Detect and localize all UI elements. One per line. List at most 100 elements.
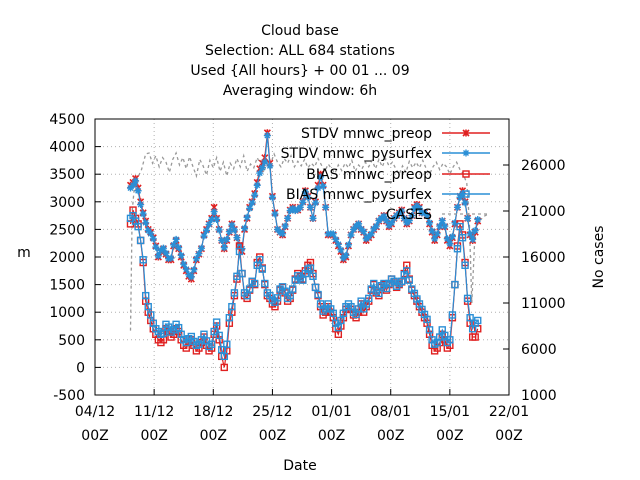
data-point bbox=[218, 236, 226, 244]
y2-tick-label: 16000 bbox=[521, 250, 566, 266]
data-point bbox=[268, 193, 276, 201]
data-point bbox=[466, 314, 474, 322]
data-point bbox=[144, 227, 152, 235]
data-point bbox=[230, 226, 238, 234]
data-point bbox=[197, 244, 205, 252]
data-point bbox=[212, 318, 221, 326]
data-point bbox=[170, 241, 178, 249]
data-point bbox=[329, 309, 337, 318]
data-point bbox=[225, 314, 234, 322]
data-point bbox=[220, 352, 228, 361]
y-axis-ticks: -500 0 500 1000 1500 2000 2500 3000 3500 4000 4500 bbox=[49, 112, 101, 404]
data-series bbox=[126, 129, 482, 372]
data-point bbox=[200, 232, 208, 240]
data-point bbox=[281, 222, 289, 230]
data-point bbox=[207, 340, 216, 348]
x-tick-date-label: 18/12 bbox=[193, 404, 233, 420]
data-point bbox=[233, 234, 241, 242]
data-point bbox=[126, 184, 134, 192]
data-point bbox=[370, 279, 378, 288]
data-point bbox=[167, 254, 175, 262]
cases-series bbox=[129, 151, 490, 331]
data-point bbox=[316, 300, 325, 308]
data-point bbox=[220, 363, 228, 372]
data-point bbox=[144, 302, 152, 311]
data-point bbox=[354, 305, 363, 313]
data-point bbox=[334, 323, 343, 332]
legend-marker bbox=[462, 149, 470, 157]
x-tick-hour-label: 00Z bbox=[140, 428, 167, 444]
data-point bbox=[415, 204, 423, 212]
data-point bbox=[245, 285, 254, 293]
data-point bbox=[453, 203, 461, 211]
data-point bbox=[471, 333, 479, 341]
data-point bbox=[210, 327, 218, 336]
data-point bbox=[251, 191, 259, 199]
x-axis-label: Date bbox=[283, 458, 316, 474]
data-point bbox=[258, 265, 266, 273]
data-point bbox=[139, 210, 147, 218]
data-point bbox=[235, 247, 244, 256]
data-point bbox=[367, 230, 375, 238]
y-tick-label: 2500 bbox=[49, 222, 85, 238]
y-tick-label: 2000 bbox=[49, 250, 85, 266]
data-point bbox=[203, 227, 211, 235]
data-point bbox=[451, 219, 459, 227]
data-point bbox=[431, 235, 439, 243]
chart-title: Cloud base Selection: ALL 684 stations U… bbox=[190, 23, 409, 99]
data-point bbox=[235, 241, 243, 249]
data-point bbox=[175, 244, 183, 252]
data-point bbox=[350, 225, 358, 233]
y-tick-label: 1500 bbox=[49, 278, 85, 294]
data-point bbox=[306, 264, 315, 272]
series-line-bias-mnwc-pysurfex bbox=[130, 214, 479, 359]
legend-item-cases: CASES bbox=[386, 207, 490, 223]
data-point bbox=[413, 202, 421, 210]
x-tick-hour-label: 00Z bbox=[200, 428, 227, 444]
data-point bbox=[159, 329, 168, 337]
data-point bbox=[134, 222, 142, 231]
data-point bbox=[423, 315, 431, 324]
legend-item-bias-mnwc-preop: BIAS mnwc_preop bbox=[306, 167, 490, 183]
series-line-cases bbox=[129, 151, 490, 331]
data-point bbox=[195, 250, 203, 258]
data-point bbox=[215, 331, 223, 340]
data-point bbox=[187, 273, 195, 281]
title-line-4: Averaging window: 6h bbox=[223, 83, 377, 99]
data-point bbox=[223, 235, 231, 243]
y-tick-label: 4000 bbox=[49, 140, 85, 156]
data-point bbox=[410, 204, 418, 212]
data-point bbox=[375, 289, 383, 298]
x-tick-hour-label: 00Z bbox=[259, 428, 286, 444]
data-point bbox=[279, 230, 287, 238]
title-line-3: Used {All hours} + 00 01 ... 09 bbox=[190, 63, 409, 79]
data-point bbox=[334, 240, 342, 248]
y-tick-label: 4500 bbox=[49, 112, 85, 128]
data-point bbox=[436, 333, 444, 341]
y-tick-label: 3500 bbox=[49, 167, 85, 183]
data-point bbox=[337, 316, 345, 325]
series-bias-mnwc-pysurfex bbox=[126, 211, 482, 361]
legend-item-bias-mnwc-pysurfex: BIAS mnwc_pysurfex bbox=[286, 187, 490, 203]
data-point bbox=[253, 181, 261, 189]
data-point bbox=[142, 219, 150, 227]
data-point bbox=[258, 164, 266, 172]
y2-tick-label: 11000 bbox=[521, 296, 566, 312]
data-point bbox=[453, 245, 462, 253]
data-point bbox=[408, 212, 416, 220]
data-point bbox=[250, 279, 259, 288]
data-point bbox=[466, 230, 474, 238]
data-point bbox=[463, 294, 472, 303]
data-point bbox=[461, 261, 469, 269]
x-tick-hour-label: 00Z bbox=[436, 428, 463, 444]
data-point bbox=[246, 204, 254, 212]
data-point bbox=[301, 188, 309, 196]
data-point bbox=[177, 251, 185, 259]
data-point bbox=[306, 203, 314, 211]
x-tick-date-label: 08/01 bbox=[371, 404, 411, 420]
y2-axis-label: No cases bbox=[591, 226, 607, 289]
legend-item-stdv-mnwc-pysurfex: STDV mnwc_pysurfex bbox=[281, 146, 490, 162]
data-point bbox=[230, 289, 239, 297]
data-point bbox=[190, 266, 198, 274]
data-point bbox=[370, 225, 378, 233]
